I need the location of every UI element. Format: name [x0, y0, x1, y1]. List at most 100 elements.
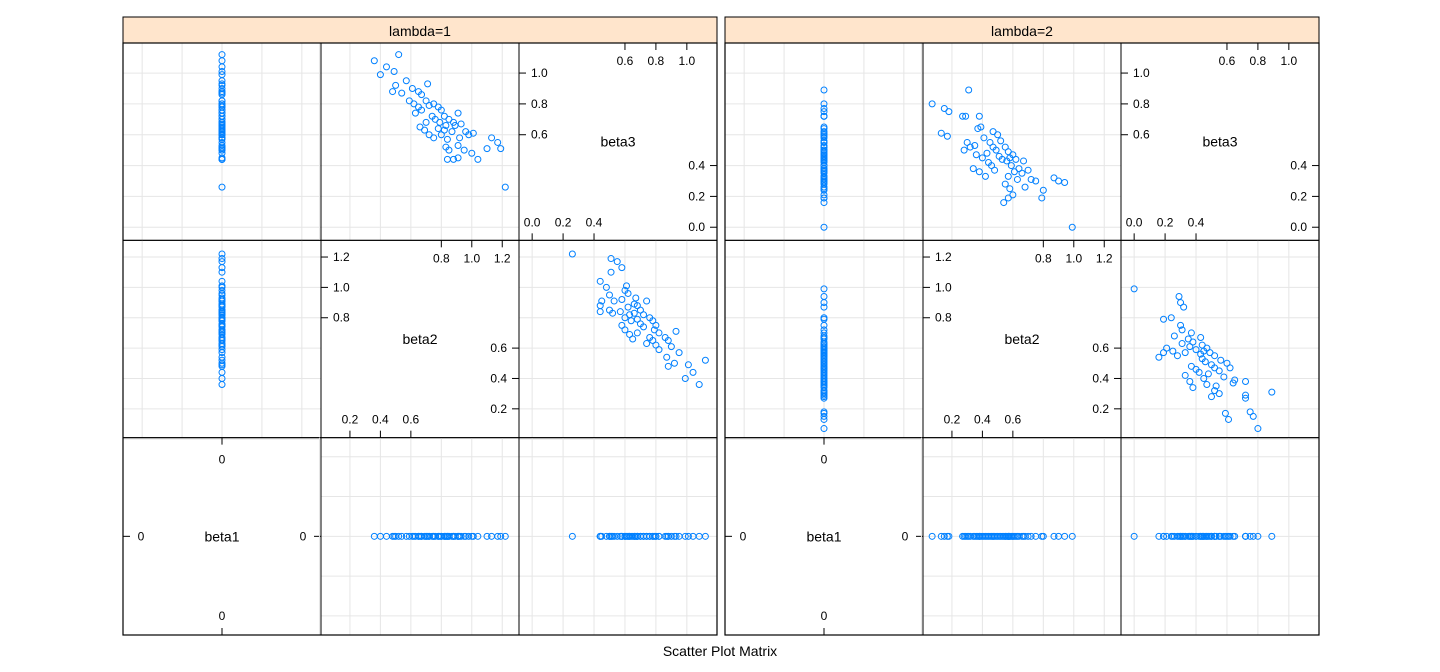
- data-point: [959, 112, 967, 120]
- data-point: [820, 143, 828, 151]
- data-point: [218, 321, 226, 329]
- data-point: [681, 374, 689, 382]
- data-point: [440, 532, 448, 540]
- data-point: [1198, 341, 1206, 349]
- data-point: [820, 191, 828, 199]
- tick-label: 1.0: [1133, 66, 1150, 80]
- data-point: [218, 80, 226, 88]
- data-point: [928, 532, 936, 540]
- data-point: [820, 112, 828, 120]
- data-point: [218, 297, 226, 305]
- data-point: [218, 359, 226, 367]
- data-point: [1197, 532, 1205, 540]
- data-point: [820, 179, 828, 187]
- data-point: [820, 174, 828, 182]
- data-point: [443, 135, 451, 143]
- tick-label: 0.2: [490, 402, 507, 416]
- data-point: [943, 532, 951, 540]
- panel-border: [122, 42, 718, 636]
- data-point: [820, 409, 828, 417]
- data-point: [376, 71, 384, 79]
- tick-label: 0.2: [1157, 215, 1174, 229]
- data-point: [1246, 408, 1254, 416]
- data-point: [454, 142, 462, 150]
- data-point: [1207, 393, 1215, 401]
- data-point: [1225, 415, 1233, 423]
- data-point: [975, 168, 983, 176]
- data-point: [646, 333, 654, 341]
- data-point: [1061, 179, 1069, 187]
- data-point: [421, 126, 429, 134]
- data-point: [218, 109, 226, 117]
- data-point: [1000, 199, 1008, 207]
- tick-label: 0: [300, 529, 307, 543]
- data-point: [434, 125, 442, 133]
- tick-label: 0.6: [1133, 128, 1150, 142]
- data-point: [965, 86, 973, 94]
- data-point: [616, 308, 624, 316]
- data-point: [627, 532, 635, 540]
- data-point: [1242, 394, 1250, 402]
- data-point: [667, 343, 675, 351]
- tick-label: 0.8: [1250, 54, 1267, 68]
- data-point: [465, 131, 473, 139]
- data-point: [820, 285, 828, 293]
- data-point: [820, 131, 828, 139]
- data-point: [978, 154, 986, 162]
- panel-lambda-1: lambda=1 beta3 0.6 0.6 0.8 0.8 1.0 1.0 0.0 0.0 0.2…: [122, 16, 718, 636]
- cell-beta3-vs-beta1: [724, 42, 924, 241]
- data-point: [701, 532, 709, 540]
- data-point: [457, 120, 465, 128]
- tick-label: 0.6: [403, 413, 420, 427]
- data-point: [1223, 532, 1231, 540]
- data-point: [437, 131, 445, 139]
- data-point: [598, 297, 606, 305]
- tick-label: 0.8: [1035, 251, 1052, 265]
- data-point: [1167, 532, 1175, 540]
- cell-beta1-vs-beta3: [518, 437, 718, 636]
- data-point: [981, 172, 989, 180]
- data-point: [218, 88, 226, 96]
- data-point: [997, 137, 1005, 145]
- data-point: [998, 155, 1006, 163]
- variable-label-beta3: beta3: [600, 134, 635, 150]
- tick-label: 1.2: [1096, 251, 1113, 265]
- data-point: [218, 134, 226, 142]
- cell-beta3-vs-beta2: [920, 42, 1122, 241]
- data-point: [1181, 371, 1189, 379]
- data-point: [1177, 299, 1185, 307]
- panel-border: [724, 42, 1320, 636]
- data-point: [418, 91, 426, 99]
- data-point: [684, 532, 692, 540]
- data-point: [596, 308, 604, 316]
- data-point: [501, 183, 509, 191]
- data-point: [610, 297, 618, 305]
- data-point: [640, 311, 648, 319]
- data-point: [1177, 321, 1185, 329]
- data-point: [820, 349, 828, 357]
- tick-label: 0.6: [1092, 341, 1109, 355]
- data-point: [218, 311, 226, 319]
- data-point: [468, 149, 476, 157]
- data-point: [820, 105, 828, 113]
- cell-beta2-vs-beta2: beta2 0.8 0.8 1.0 1.0 1.2 1.2 0.2 0.2 0.4 0.4 0.6 0.…: [922, 239, 1122, 439]
- data-point: [1242, 532, 1250, 540]
- cell-beta3-vs-beta2: [318, 42, 520, 241]
- data-point: [618, 532, 626, 540]
- data-point: [218, 362, 226, 370]
- data-point: [643, 340, 651, 348]
- cell-beta2-vs-beta3: [518, 239, 718, 440]
- data-point: [1242, 391, 1250, 399]
- data-point: [469, 129, 477, 137]
- data-point: [820, 100, 828, 108]
- data-point: [618, 296, 626, 304]
- cell-beta2-vs-beta1: [122, 239, 322, 440]
- data-point: [610, 532, 618, 540]
- data-point: [425, 101, 433, 109]
- data-point: [1200, 374, 1208, 382]
- data-point: [596, 532, 604, 540]
- data-point: [820, 108, 828, 116]
- data-point: [596, 302, 604, 310]
- data-point: [424, 80, 432, 88]
- data-point: [1160, 532, 1168, 540]
